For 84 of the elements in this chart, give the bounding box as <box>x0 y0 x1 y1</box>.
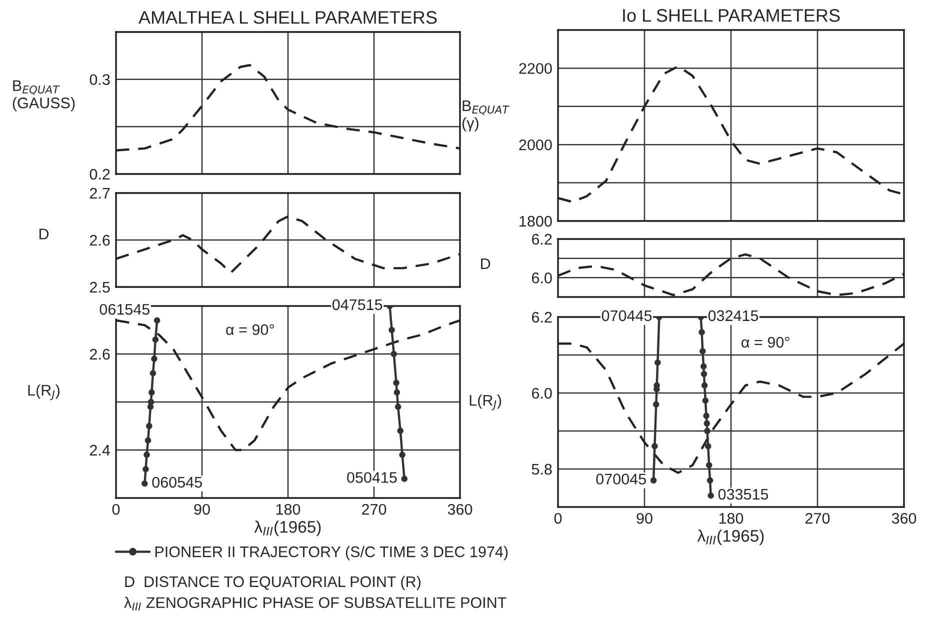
point <box>390 350 397 358</box>
annotation: 047515 <box>332 299 382 310</box>
annotation: 050415 <box>347 472 397 483</box>
y-tick-label: 5.8 <box>532 464 552 475</box>
point <box>700 370 708 378</box>
point <box>698 329 705 336</box>
annotation: 060545 <box>152 476 202 488</box>
legend-label: PIONEER II TRAJECTORY (S/C TIME 3 DEC 1974) <box>155 546 508 560</box>
x-tick-label: 0 <box>554 512 562 524</box>
point <box>708 492 714 499</box>
y-axis-title: D <box>481 258 490 270</box>
point <box>393 380 400 386</box>
y-tick-label: 2.6 <box>90 234 110 246</box>
text: λ$_{III}$ ZENOGRAPHIC PHASE OF SUBSATELLITE POINT <box>124 596 506 610</box>
x-tick-label: 270 <box>362 504 386 515</box>
point <box>700 348 706 354</box>
chart-title: Io L SHELL PARAMETERS <box>623 9 840 22</box>
x-tick-label: 90 <box>194 504 210 515</box>
point <box>399 452 406 458</box>
point <box>703 412 710 419</box>
x-tick-label: 270 <box>806 512 830 524</box>
y-tick-label: 6.2 <box>532 234 552 245</box>
y-tick-label: 2.7 <box>90 188 110 199</box>
point <box>388 326 395 334</box>
point <box>154 317 160 324</box>
annotation: 070445 <box>602 310 652 322</box>
point <box>650 477 657 484</box>
point <box>652 443 658 450</box>
point <box>144 437 152 444</box>
y-tick-label: 0.2 <box>90 168 110 180</box>
annotation: α = 90° <box>742 336 790 348</box>
point <box>702 397 709 404</box>
annotation: 061545 <box>100 304 150 315</box>
x-tick-label: 360 <box>892 512 916 524</box>
point <box>394 389 400 396</box>
point <box>148 398 154 406</box>
point <box>704 420 710 427</box>
x-tick-label: 90 <box>636 512 652 524</box>
y-tick-label: 2000 <box>519 139 552 150</box>
annotation: 070045 <box>596 474 646 484</box>
point <box>397 428 404 434</box>
annotation: α = 90° <box>226 324 274 336</box>
y-tick-label: 0.3 <box>90 74 110 86</box>
y-tick-label: 2.5 <box>90 282 110 293</box>
y-tick-label: 2200 <box>519 63 552 74</box>
y-axis-title: B$_{EQUAT}$ (GAUSS) <box>12 80 75 112</box>
point <box>142 466 149 472</box>
point <box>150 370 156 376</box>
point <box>146 422 152 430</box>
point <box>144 452 150 458</box>
point <box>142 480 148 487</box>
y-axis-title: D <box>39 228 49 240</box>
annotation: 032415 <box>708 310 758 322</box>
point <box>704 428 710 434</box>
point <box>151 356 158 362</box>
point <box>706 477 714 484</box>
point <box>401 476 408 482</box>
y-tick-label: 6.0 <box>532 388 552 399</box>
y-tick-label: 2.6 <box>90 348 110 360</box>
point <box>701 382 708 389</box>
point <box>706 462 712 468</box>
chart-title: AMALTHEA L SHELL PARAMETERS <box>138 11 437 24</box>
y-axis-title: L(R$_{J}$) <box>470 394 502 410</box>
x-tick-label: 180 <box>276 504 300 515</box>
y-tick-label: 1800 <box>520 216 552 227</box>
point <box>653 401 660 408</box>
point <box>705 443 712 450</box>
annotation: 033515 <box>718 488 768 500</box>
point <box>654 359 661 366</box>
point <box>152 336 159 343</box>
x-tick-label: 0 <box>112 504 120 515</box>
x-tick-label: 180 <box>719 512 744 524</box>
y-tick-label: 6.2 <box>532 312 552 323</box>
point <box>148 389 155 396</box>
y-axis-title: L(R$_{J}$) <box>28 384 60 400</box>
text: D DISTANCE TO EQUATORIAL POINT (R) <box>125 576 420 590</box>
x-axis-title: λ$_{III}$(1965) <box>697 530 764 546</box>
y-tick-label: 2.4 <box>90 444 110 456</box>
point <box>700 363 707 370</box>
y-tick-label: 6.0 <box>532 272 552 284</box>
x-axis-title: λ$_{III}$(1965) <box>254 520 321 536</box>
x-tick-label: 360 <box>448 504 472 515</box>
point <box>394 404 402 410</box>
y-axis-title: B$_{EQUAT}$ (γ) <box>462 100 510 132</box>
